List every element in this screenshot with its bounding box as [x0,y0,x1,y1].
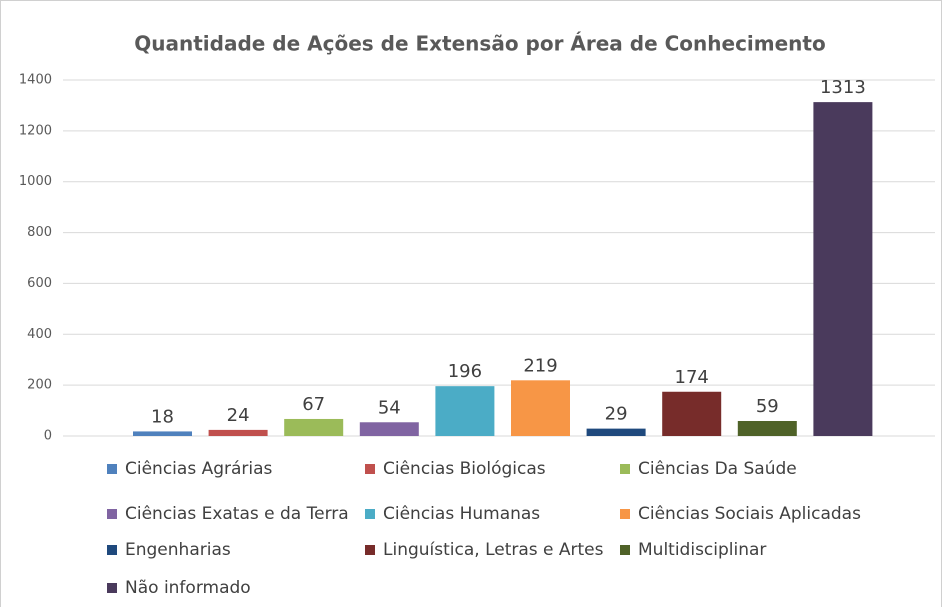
chart-title: Quantidade de Ações de Extensão por Área… [134,32,825,56]
value-label: 174 [675,367,709,388]
y-tick-label: 1400 [19,73,52,88]
legend-swatch [365,464,375,474]
y-tick-label: 0 [44,429,52,444]
legend-label: Multidisciplinar [638,540,766,560]
bar [813,102,873,436]
legend-swatch [365,545,375,555]
value-label: 54 [378,397,401,418]
legend-label: Ciências Exatas e da Terra [125,504,349,524]
value-label: 1313 [820,77,866,98]
y-tick-label: 800 [27,225,52,240]
legend-swatch [365,509,375,519]
legend-label: Engenharias [125,540,231,560]
bar [208,429,268,436]
bar [435,386,495,436]
bar [662,391,722,436]
value-label: 196 [448,361,482,382]
bar [586,428,646,436]
y-tick-label: 200 [27,378,52,393]
y-tick-label: 1000 [19,174,52,189]
value-label: 67 [302,394,325,415]
legend-swatch [620,464,630,474]
legend-swatch [107,583,117,593]
legend-label: Ciências Da Saúde [638,459,797,479]
legend-label: Linguística, Letras e Artes [383,540,604,560]
bar [284,418,344,436]
value-label: 219 [523,355,557,376]
legend-label: Não informado [125,578,251,598]
legend-label: Ciências Agrárias [125,459,273,479]
value-label: 18 [151,406,174,427]
y-tick-label: 600 [27,276,52,291]
bar [511,380,570,436]
value-label: 24 [227,405,250,426]
legend-label: Ciências Sociais Aplicadas [638,504,861,524]
legend-label: Ciências Humanas [383,504,540,524]
legend-swatch [620,509,630,519]
value-label: 59 [756,396,779,417]
legend-swatch [107,464,117,474]
bar [359,422,419,436]
legend-swatch [107,509,117,519]
legend-label: Ciências Biológicas [383,459,546,479]
y-tick-label: 1200 [19,123,52,138]
legend-swatch [620,545,630,555]
bar [133,431,192,436]
y-tick-label: 400 [27,327,52,342]
value-label: 29 [605,404,628,425]
legend-swatch [107,545,117,555]
bar [737,420,797,436]
